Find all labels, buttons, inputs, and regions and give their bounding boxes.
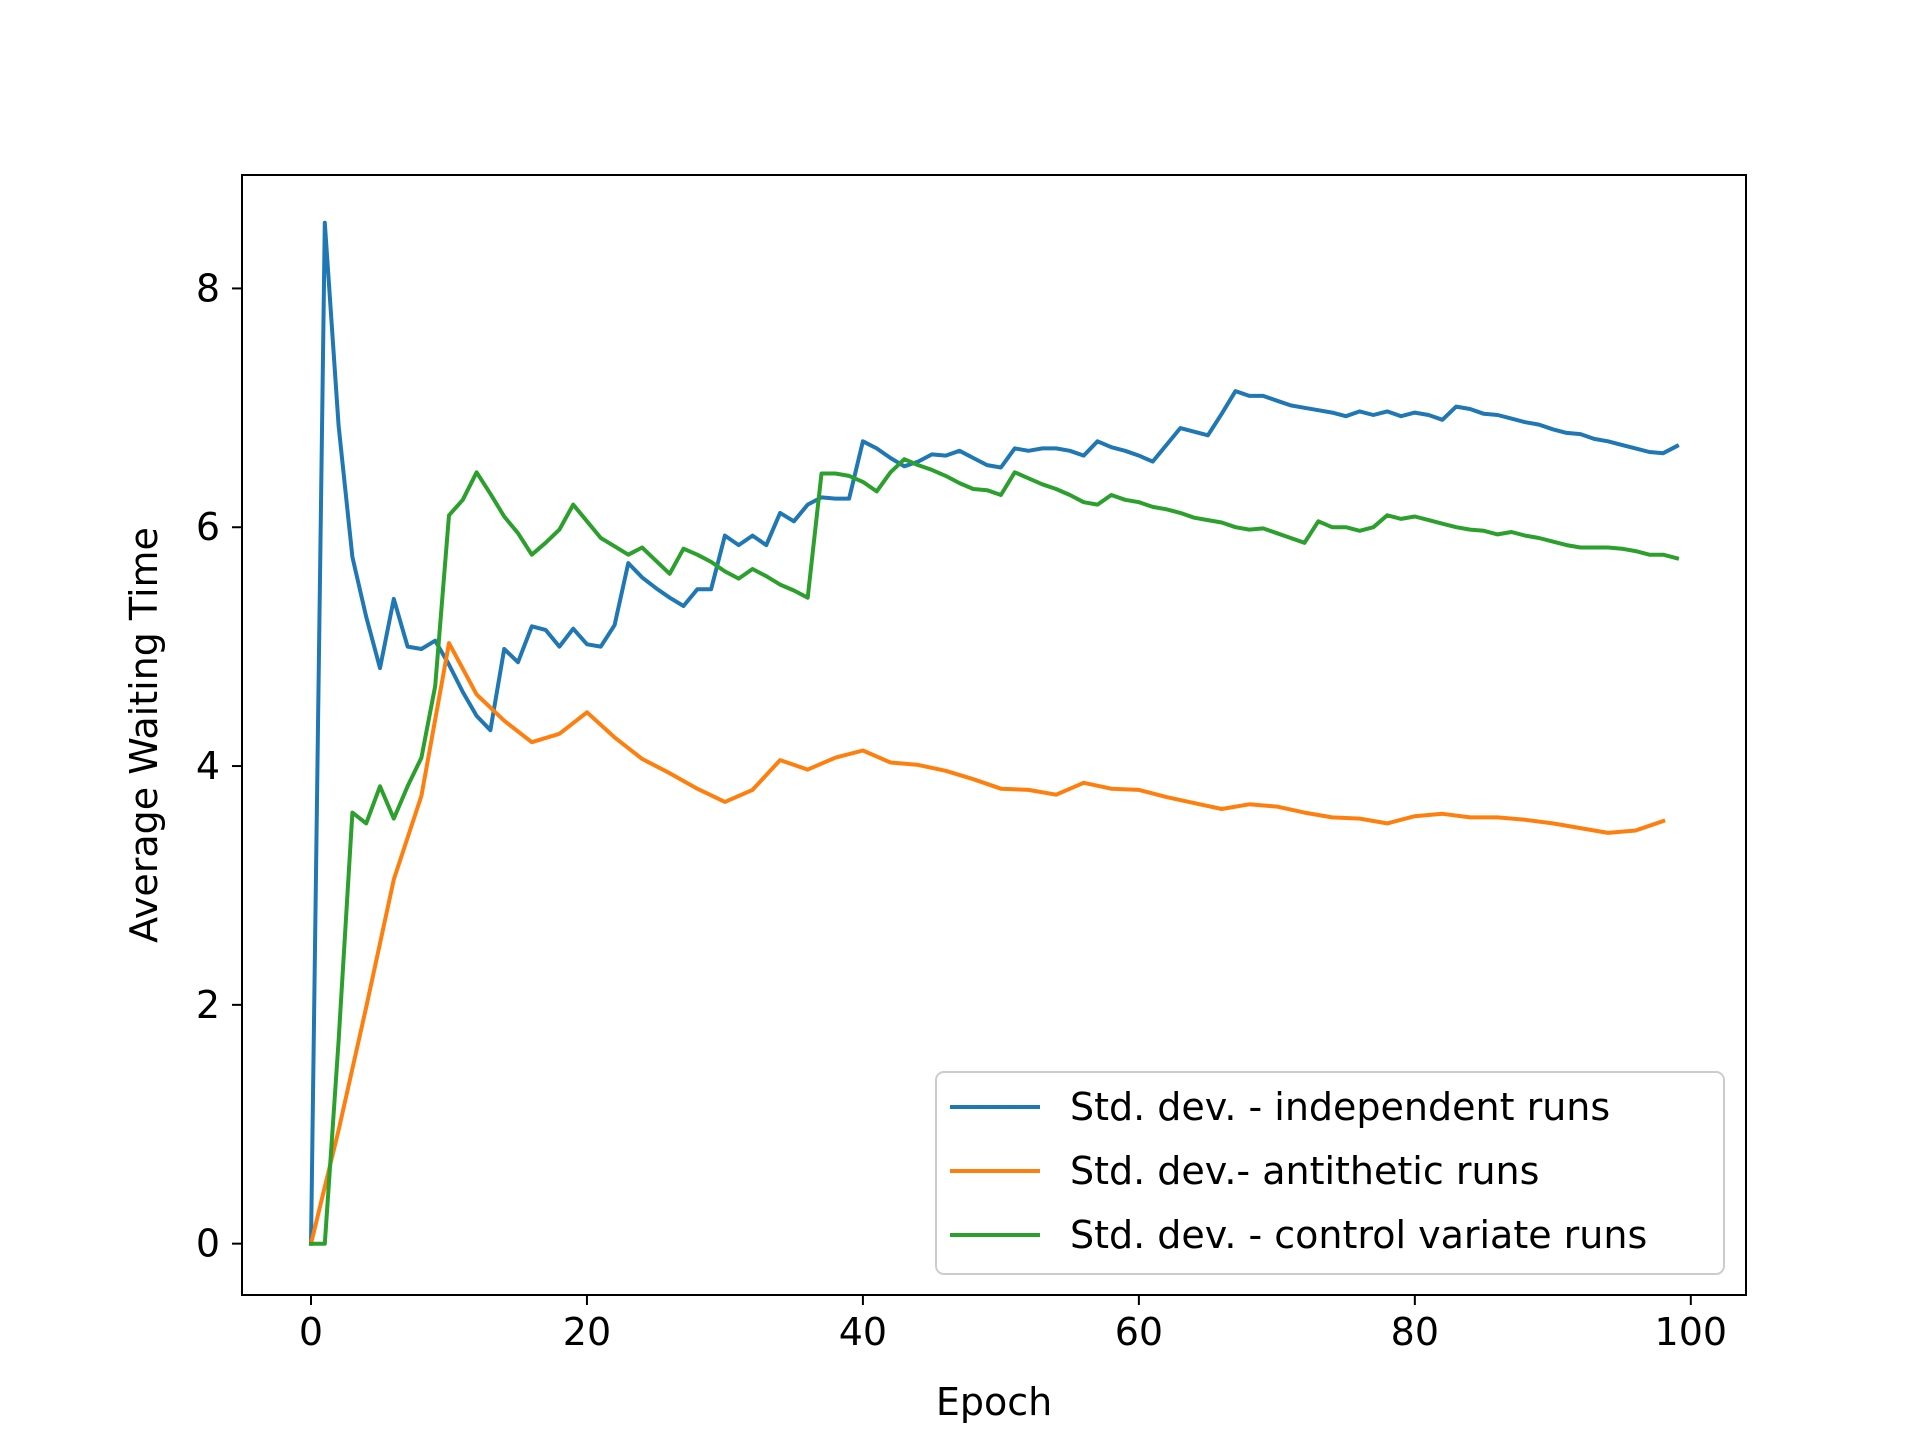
x-tick-label: 100: [1655, 1310, 1728, 1354]
axes-frame: [241, 174, 1747, 1296]
legend-label-independent: Std. dev. - independent runs: [1070, 1085, 1610, 1129]
legend-box: [935, 1071, 1725, 1275]
y-tick-label: 8: [196, 266, 220, 310]
series-line-antithetic: [308, 641, 1666, 1247]
x-tick-label: 40: [839, 1310, 887, 1354]
series-layer: [308, 220, 1680, 1247]
x-axis-label: Epoch: [936, 1380, 1052, 1424]
series-line-control-variate: [309, 457, 1680, 1246]
x-axis-ticks: 0 20 40 60 80 100: [299, 1295, 1727, 1354]
y-tick-label: 6: [196, 505, 220, 549]
y-tick-label: 2: [196, 983, 220, 1027]
legend: Std. dev. - independent runs Std. dev.- …: [935, 1071, 1725, 1275]
y-axis-label: Average Waiting Time: [122, 527, 166, 943]
legend-label-antithetic: Std. dev.- antithetic runs: [1070, 1149, 1539, 1193]
x-tick-label: 60: [1115, 1310, 1163, 1354]
x-tick-label: 0: [299, 1310, 323, 1354]
legend-label-control-variate: Std. dev. - control variate runs: [1070, 1213, 1647, 1257]
series-line-independent: [308, 220, 1680, 1246]
y-tick-label: 4: [196, 744, 220, 788]
y-axis-ticks: 0 2 4 6 8: [196, 266, 242, 1266]
x-tick-label: 80: [1391, 1310, 1439, 1354]
y-tick-label: 0: [196, 1222, 220, 1266]
x-tick-label: 20: [563, 1310, 611, 1354]
